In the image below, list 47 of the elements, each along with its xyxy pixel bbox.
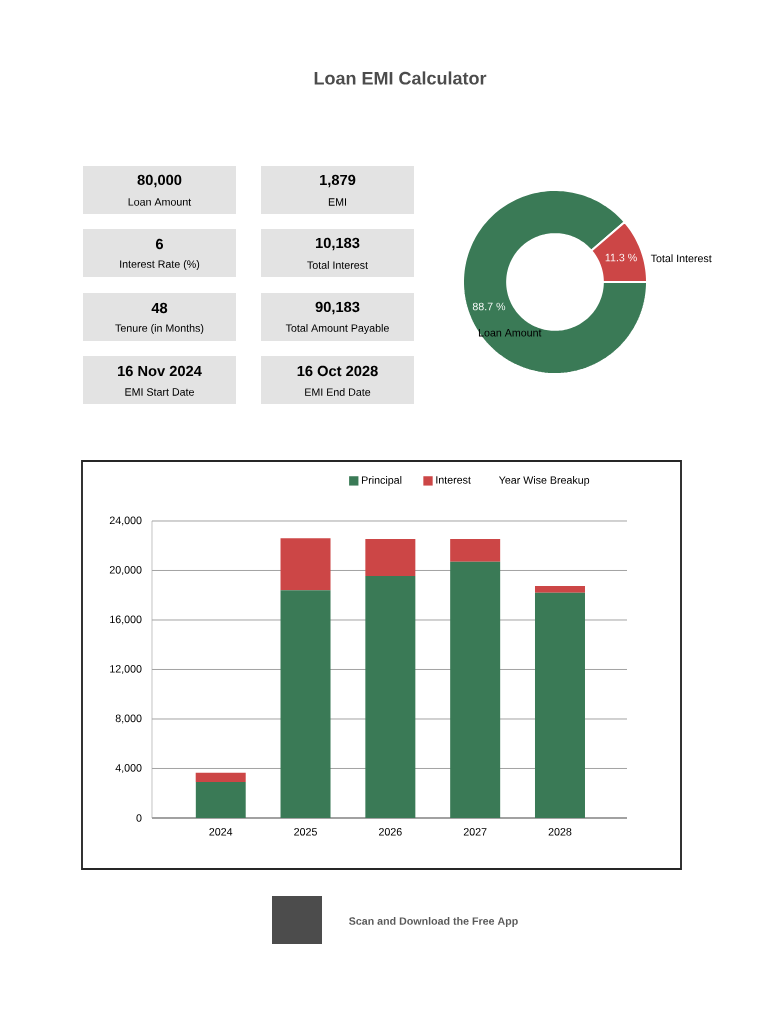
x-tick-label: 2026 (379, 828, 402, 836)
legend-label: Interest (436, 476, 471, 484)
x-tick-label: 2028 (548, 828, 572, 836)
y-tick-label: 0 (136, 814, 142, 822)
slice-label: Total Interest (650, 254, 712, 263)
slice-label: Loan Amount (478, 329, 542, 337)
chart-title: Year Wise Breakup (498, 476, 590, 486)
bar (195, 782, 246, 818)
text: 48 (151, 302, 168, 314)
text: 16 Oct 2028 (297, 365, 378, 377)
category-label: Tenure (in Months) (115, 324, 204, 334)
category-label: Loan Amount (128, 198, 192, 206)
text: 90,183 (315, 301, 360, 315)
y-tick-label: 24,000 (109, 516, 142, 526)
text: Scan and Download the Free App (349, 917, 518, 927)
bar (195, 772, 246, 783)
x-tick-label: 2024 (209, 828, 233, 836)
bar (365, 538, 416, 577)
y-tick-label: 12,000 (110, 665, 142, 674)
y-tick-label: 20,000 (109, 566, 142, 575)
category-label: EMI End Date (305, 388, 371, 396)
category-label: EMI Start Date (125, 388, 194, 396)
text: 80,000 (137, 174, 182, 188)
text: 16 Nov 2024 (118, 365, 202, 377)
x-tick-label: 2027 (463, 828, 487, 836)
legend-label: Principal (361, 476, 402, 486)
bar (280, 590, 331, 818)
category-label: Interest Rate (%) (120, 260, 200, 270)
bar (365, 576, 416, 818)
category-label: Total Interest (307, 261, 368, 269)
data-label: 11.3 % (605, 253, 637, 262)
y-tick-label: 8,000 (115, 714, 142, 724)
x-tick-label: 2025 (294, 828, 317, 836)
y-tick-label: 16,000 (110, 615, 142, 625)
bar (534, 585, 585, 593)
text: 10,183 (315, 237, 360, 251)
text: 6 (155, 238, 164, 250)
category-label: Total Amount Payable (285, 324, 389, 334)
bar (450, 538, 501, 562)
data-label: 88.7 % (472, 302, 506, 311)
bar (450, 561, 501, 818)
y-tick-label: 4,000 (115, 764, 142, 773)
text: 1,879 (320, 174, 356, 188)
category-label: EMI (328, 198, 346, 206)
text: Loan EMI Calculator (314, 71, 487, 85)
bar (534, 592, 585, 818)
bar (280, 538, 331, 591)
